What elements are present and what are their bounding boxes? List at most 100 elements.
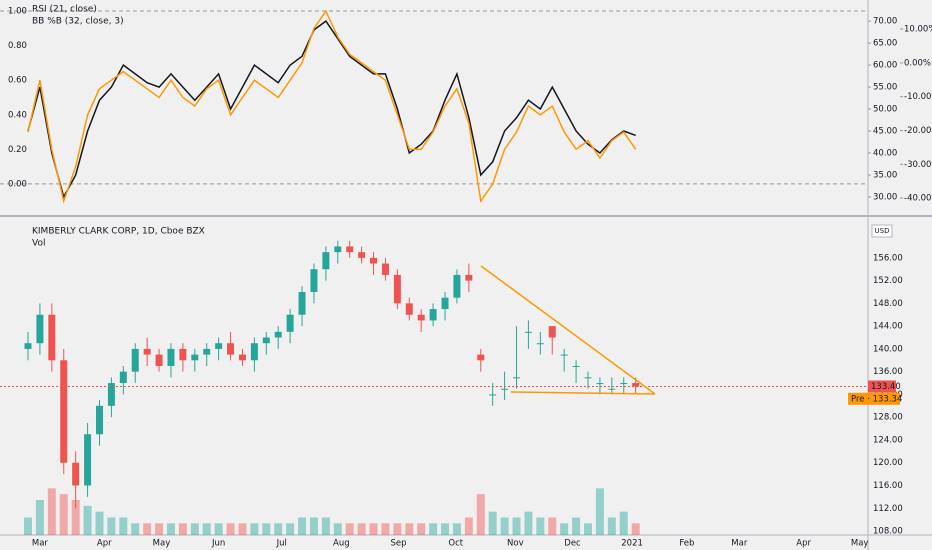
- candle-body: [513, 377, 521, 379]
- candle-body: [572, 365, 580, 367]
- currency-badge[interactable]: [871, 224, 893, 238]
- y-tick-label: 108.00: [873, 527, 903, 537]
- y-tick-label: 144.00: [873, 322, 903, 332]
- volume-bar: [536, 517, 545, 535]
- candle-body: [560, 354, 568, 356]
- candle-body: [191, 354, 199, 361]
- candle-body: [608, 388, 616, 390]
- volume-bar: [155, 523, 164, 535]
- candle-body: [381, 263, 389, 275]
- candle-body: [370, 257, 378, 264]
- candle-body: [274, 331, 282, 338]
- y2-tick-label: 40.00: [873, 149, 897, 159]
- currency-label[interactable]: USD: [875, 227, 890, 235]
- y2-tick-label: 55.00: [873, 83, 897, 93]
- y3-tick-label: -40.00%: [904, 194, 932, 204]
- x-tick-label: Jul: [276, 539, 287, 549]
- volume-bar: [405, 523, 414, 535]
- volume-bar: [59, 494, 68, 535]
- y2-tick-label: 35.00: [873, 170, 897, 180]
- candle-body: [536, 343, 544, 345]
- candle-body: [501, 388, 509, 390]
- x-tick-label: Sep: [391, 539, 407, 549]
- volume-bar: [393, 523, 402, 535]
- candle-body: [24, 343, 32, 349]
- volume-bar: [369, 523, 378, 535]
- candle-body: [429, 309, 437, 321]
- volume-bar: [357, 523, 366, 535]
- candle-body: [143, 348, 151, 355]
- candle-body: [131, 348, 139, 372]
- candle-body: [417, 314, 425, 321]
- y-tick-label: 112.00: [873, 504, 903, 514]
- y2-tick-label: 70.00: [873, 17, 897, 27]
- volume-bar: [333, 523, 342, 535]
- candle-body: [405, 303, 413, 315]
- candle-body: [60, 360, 68, 463]
- candle-body: [227, 343, 235, 355]
- volume-bar: [607, 517, 616, 535]
- candle-body: [179, 348, 187, 361]
- candle-body: [95, 405, 103, 435]
- volume-bar: [83, 505, 92, 535]
- candle-body: [477, 354, 485, 361]
- volume-bar: [35, 500, 44, 535]
- volume-bar: [572, 517, 581, 535]
- volume-bar: [250, 523, 259, 535]
- volume-bar: [107, 517, 116, 535]
- volume-bar: [595, 488, 604, 535]
- y-tick-label: 0.80: [8, 41, 27, 51]
- y2-tick-label: 65.00: [873, 39, 897, 49]
- y-tick-label: 1.00: [8, 7, 27, 17]
- candle-body: [334, 246, 342, 253]
- y-tick-label: 0.40: [8, 110, 27, 120]
- candle-body: [620, 383, 628, 385]
- candle-body: [48, 314, 56, 361]
- y3-tick-label: -30.00%: [904, 160, 932, 170]
- volume-bar: [512, 517, 521, 535]
- volume-bar: [190, 523, 199, 535]
- candle-body: [262, 337, 270, 344]
- x-tick-label: Apr: [796, 539, 811, 549]
- volume-bar: [429, 523, 438, 535]
- x-tick-label: May: [851, 539, 869, 549]
- indicator-label: RSI (21, close): [32, 5, 97, 15]
- candle-body: [203, 348, 211, 355]
- volume-bar: [417, 523, 426, 535]
- volume-bar: [298, 517, 307, 535]
- y-tick-label: 0.60: [8, 76, 27, 86]
- y-tick-label: 136.00: [873, 367, 903, 377]
- trend-line: [480, 265, 656, 395]
- candle-body: [250, 343, 258, 361]
- candle-body: [84, 434, 92, 486]
- volume-bar: [166, 523, 175, 535]
- indicator-label: BB %B (32, close, 3): [32, 17, 124, 27]
- x-tick-label: 2021: [621, 539, 643, 549]
- volume-bar: [238, 523, 247, 535]
- volume-bar: [345, 523, 354, 535]
- volume-bar: [262, 523, 271, 535]
- x-tick-label: Oct: [448, 539, 463, 549]
- volume-bar: [131, 523, 140, 535]
- y3-tick-label: -10.00%: [904, 92, 932, 102]
- volume-bar: [24, 517, 32, 535]
- y-tick-label: 120.00: [873, 458, 903, 468]
- y-tick-label: 148.00: [873, 299, 903, 309]
- volume-bar: [488, 511, 497, 535]
- x-tick-label: Feb: [679, 539, 694, 549]
- candle-body: [596, 383, 604, 385]
- y-tick-label: 0.00: [8, 179, 27, 189]
- volume-bar: [441, 523, 450, 535]
- volume-bar: [476, 494, 485, 535]
- candle-body: [358, 252, 366, 258]
- volume-bar: [524, 511, 533, 535]
- volume-bar: [452, 523, 461, 535]
- volume-bar: [95, 511, 104, 535]
- y-tick-label: 140.00: [873, 344, 903, 354]
- volume-bar: [321, 517, 330, 535]
- volume-bar: [202, 523, 211, 535]
- volume-bar: [274, 523, 283, 535]
- candle-body: [524, 331, 532, 333]
- candle-body: [215, 343, 223, 349]
